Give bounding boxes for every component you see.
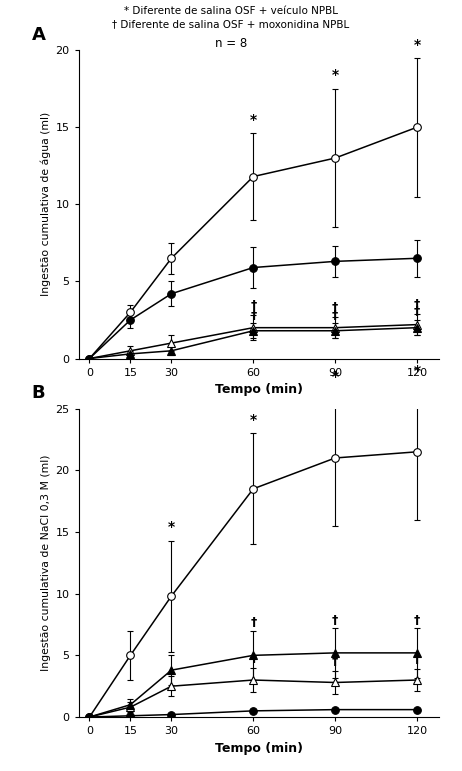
X-axis label: Tempo (min): Tempo (min) (215, 383, 303, 396)
Text: n = 8: n = 8 (215, 37, 247, 50)
Text: †: † (250, 651, 256, 665)
Text: †: † (414, 653, 420, 666)
Text: †: † (250, 299, 256, 312)
Text: *: * (413, 38, 420, 52)
Text: †: † (332, 308, 338, 322)
Text: †: † (332, 301, 338, 314)
Text: †: † (414, 305, 420, 318)
Y-axis label: Ingestão cumulativa de NaCl 0,3 M (ml): Ingestão cumulativa de NaCl 0,3 M (ml) (41, 455, 51, 671)
Text: *: * (332, 69, 339, 82)
Y-axis label: Ingestão cumulativa de água (ml): Ingestão cumulativa de água (ml) (41, 113, 51, 296)
Text: † Diferente de salina OSF + moxonidina NPBL: † Diferente de salina OSF + moxonidina N… (112, 19, 350, 29)
Text: †: † (250, 308, 256, 322)
Text: *: * (168, 520, 175, 534)
Text: †: † (414, 298, 420, 311)
Text: B: B (32, 385, 45, 402)
Text: *: * (249, 113, 257, 127)
Text: *: * (413, 364, 420, 378)
Text: †: † (332, 614, 338, 627)
Text: *: * (249, 413, 257, 427)
Text: A: A (32, 26, 46, 44)
Text: †: † (332, 655, 338, 668)
Text: †: † (250, 616, 256, 629)
Text: *: * (332, 370, 339, 384)
X-axis label: Tempo (min): Tempo (min) (215, 742, 303, 755)
Text: †: † (414, 614, 420, 627)
Text: * Diferente de salina OSF + veículo NPBL: * Diferente de salina OSF + veículo NPBL (124, 6, 338, 16)
